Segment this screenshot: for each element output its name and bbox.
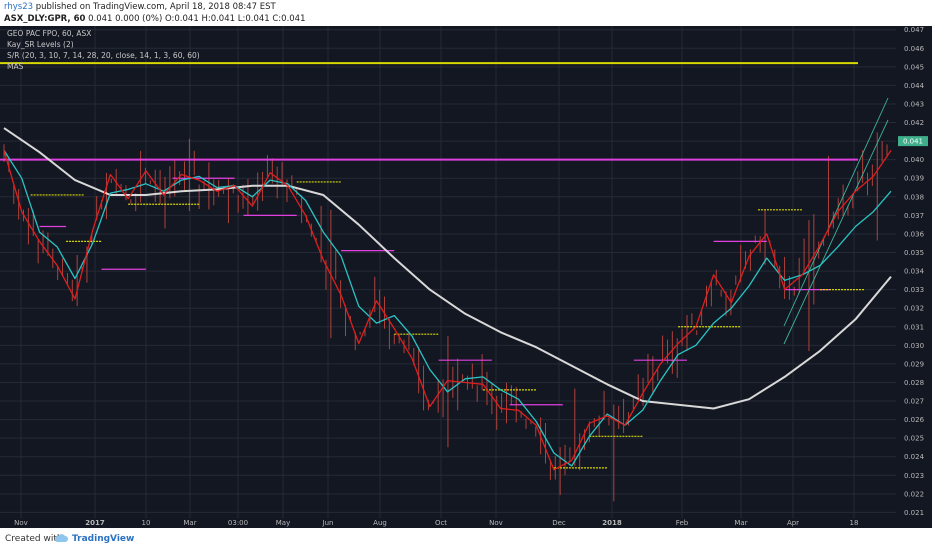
legend-title: GEO PAC FPO, 60, ASX [7,29,91,38]
publisher-username[interactable]: rhys23 [4,2,34,12]
series-line-mas-mid [3,150,892,467]
created-with-text: Created with [5,534,63,544]
trend-channel-line-lower[interactable] [783,119,889,345]
price-tick-label: 0.021 [904,509,924,517]
time-tick-label: 03:00 [228,519,248,527]
price-tick-label: 0.040 [904,156,924,164]
price-axis[interactable] [896,26,932,518]
quote-values: 0.041 0.000 (0%) O:0.041 H:0.041 L:0.041… [88,14,306,24]
chart-legend: GEO PAC FPO, 60, ASX Kay_SR Levels (2) S… [7,29,200,71]
price-tick-label: 0.046 [904,45,925,53]
price-tick-label: 0.032 [904,305,924,313]
price-tick-label: 0.043 [904,100,924,108]
time-tick-label: 2018 [602,519,622,527]
price-tick-label: 0.027 [904,398,924,406]
price-tick-label: 0.031 [904,323,924,331]
moving-averages [3,127,892,471]
price-tick-label: 0.034 [904,268,925,276]
time-tick-label: 10 [142,519,151,527]
time-tick-label: Mar [183,519,196,527]
price-tick-label: 0.036 [904,230,925,238]
price-tick-label: 0.033 [904,286,924,294]
price-tick-label: 0.037 [904,212,924,220]
time-tick-label: Dec [552,519,566,527]
published-info: published on TradingView.com, April 18, … [35,2,276,12]
time-tick-label: Apr [787,519,799,527]
time-tick-label: Aug [373,519,387,527]
price-tick-label: 0.035 [904,249,924,257]
time-tick-label: 2017 [85,519,105,527]
price-tick-label: 0.028 [904,379,924,387]
symbol-label: ASX_DLY:GPR, 60 [4,14,86,24]
series-line-mas-fast [3,150,892,471]
tradingview-cloud-icon [54,534,68,542]
price-tick-label: 0.022 [904,490,924,498]
time-axis-labels: Nov 2017 10 Mar 03:00 May Jun Aug Oct Nov Dec 2018 F… [14,519,858,527]
time-tick-label: Jun [322,519,334,527]
time-tick-label: 18 [850,519,859,527]
legend-kay-sr: Kay_SR Levels (2) [7,40,74,49]
time-tick-label: Nov [489,519,503,527]
sr-short-levels [30,177,865,469]
footer: Created with TradingView [0,528,932,550]
price-tick-label: 0.030 [904,342,924,350]
time-axis[interactable] [0,518,932,528]
price-tick-label: 0.042 [904,119,924,127]
trend-channel[interactable] [783,97,889,345]
series-line-mas-slow [3,127,892,410]
price-tick-label: 0.039 [904,175,924,183]
last-price-label: 0.041 [903,138,923,146]
price-tick-label: 0.024 [904,453,925,461]
price-tick-label: 0.044 [904,82,925,90]
time-tick-label: Feb [676,519,689,527]
price-tick-label: 0.038 [904,193,924,201]
price-tick-label: 0.045 [904,63,924,71]
price-tick-label: 0.023 [904,472,924,480]
time-tick-label: Nov [14,519,28,527]
time-tick-label: May [276,519,290,527]
price-tick-label: 0.047 [904,26,924,34]
price-tick-label: 0.026 [904,416,925,424]
price-chart[interactable]: 0.047 0.046 0.045 0.044 0.043 0.042 0.041 0.040… [0,26,932,528]
price-tick-label: 0.029 [904,360,924,368]
tradingview-link[interactable]: TradingView [72,534,135,544]
legend-mas: MAS [7,62,24,71]
publisher-header: rhys23 published on TradingView.com, Apr… [0,0,932,26]
last-price-tag: 0.041 [898,136,928,147]
legend-sr: S/R (20, 3, 10, 7, 14, 28, 20, close, 14… [7,51,200,60]
time-tick-label: Oct [435,519,447,527]
trend-channel-line-upper[interactable] [783,97,889,327]
time-tick-label: Mar [734,519,747,527]
chart-background [0,26,932,528]
price-tick-label: 0.025 [904,435,924,443]
